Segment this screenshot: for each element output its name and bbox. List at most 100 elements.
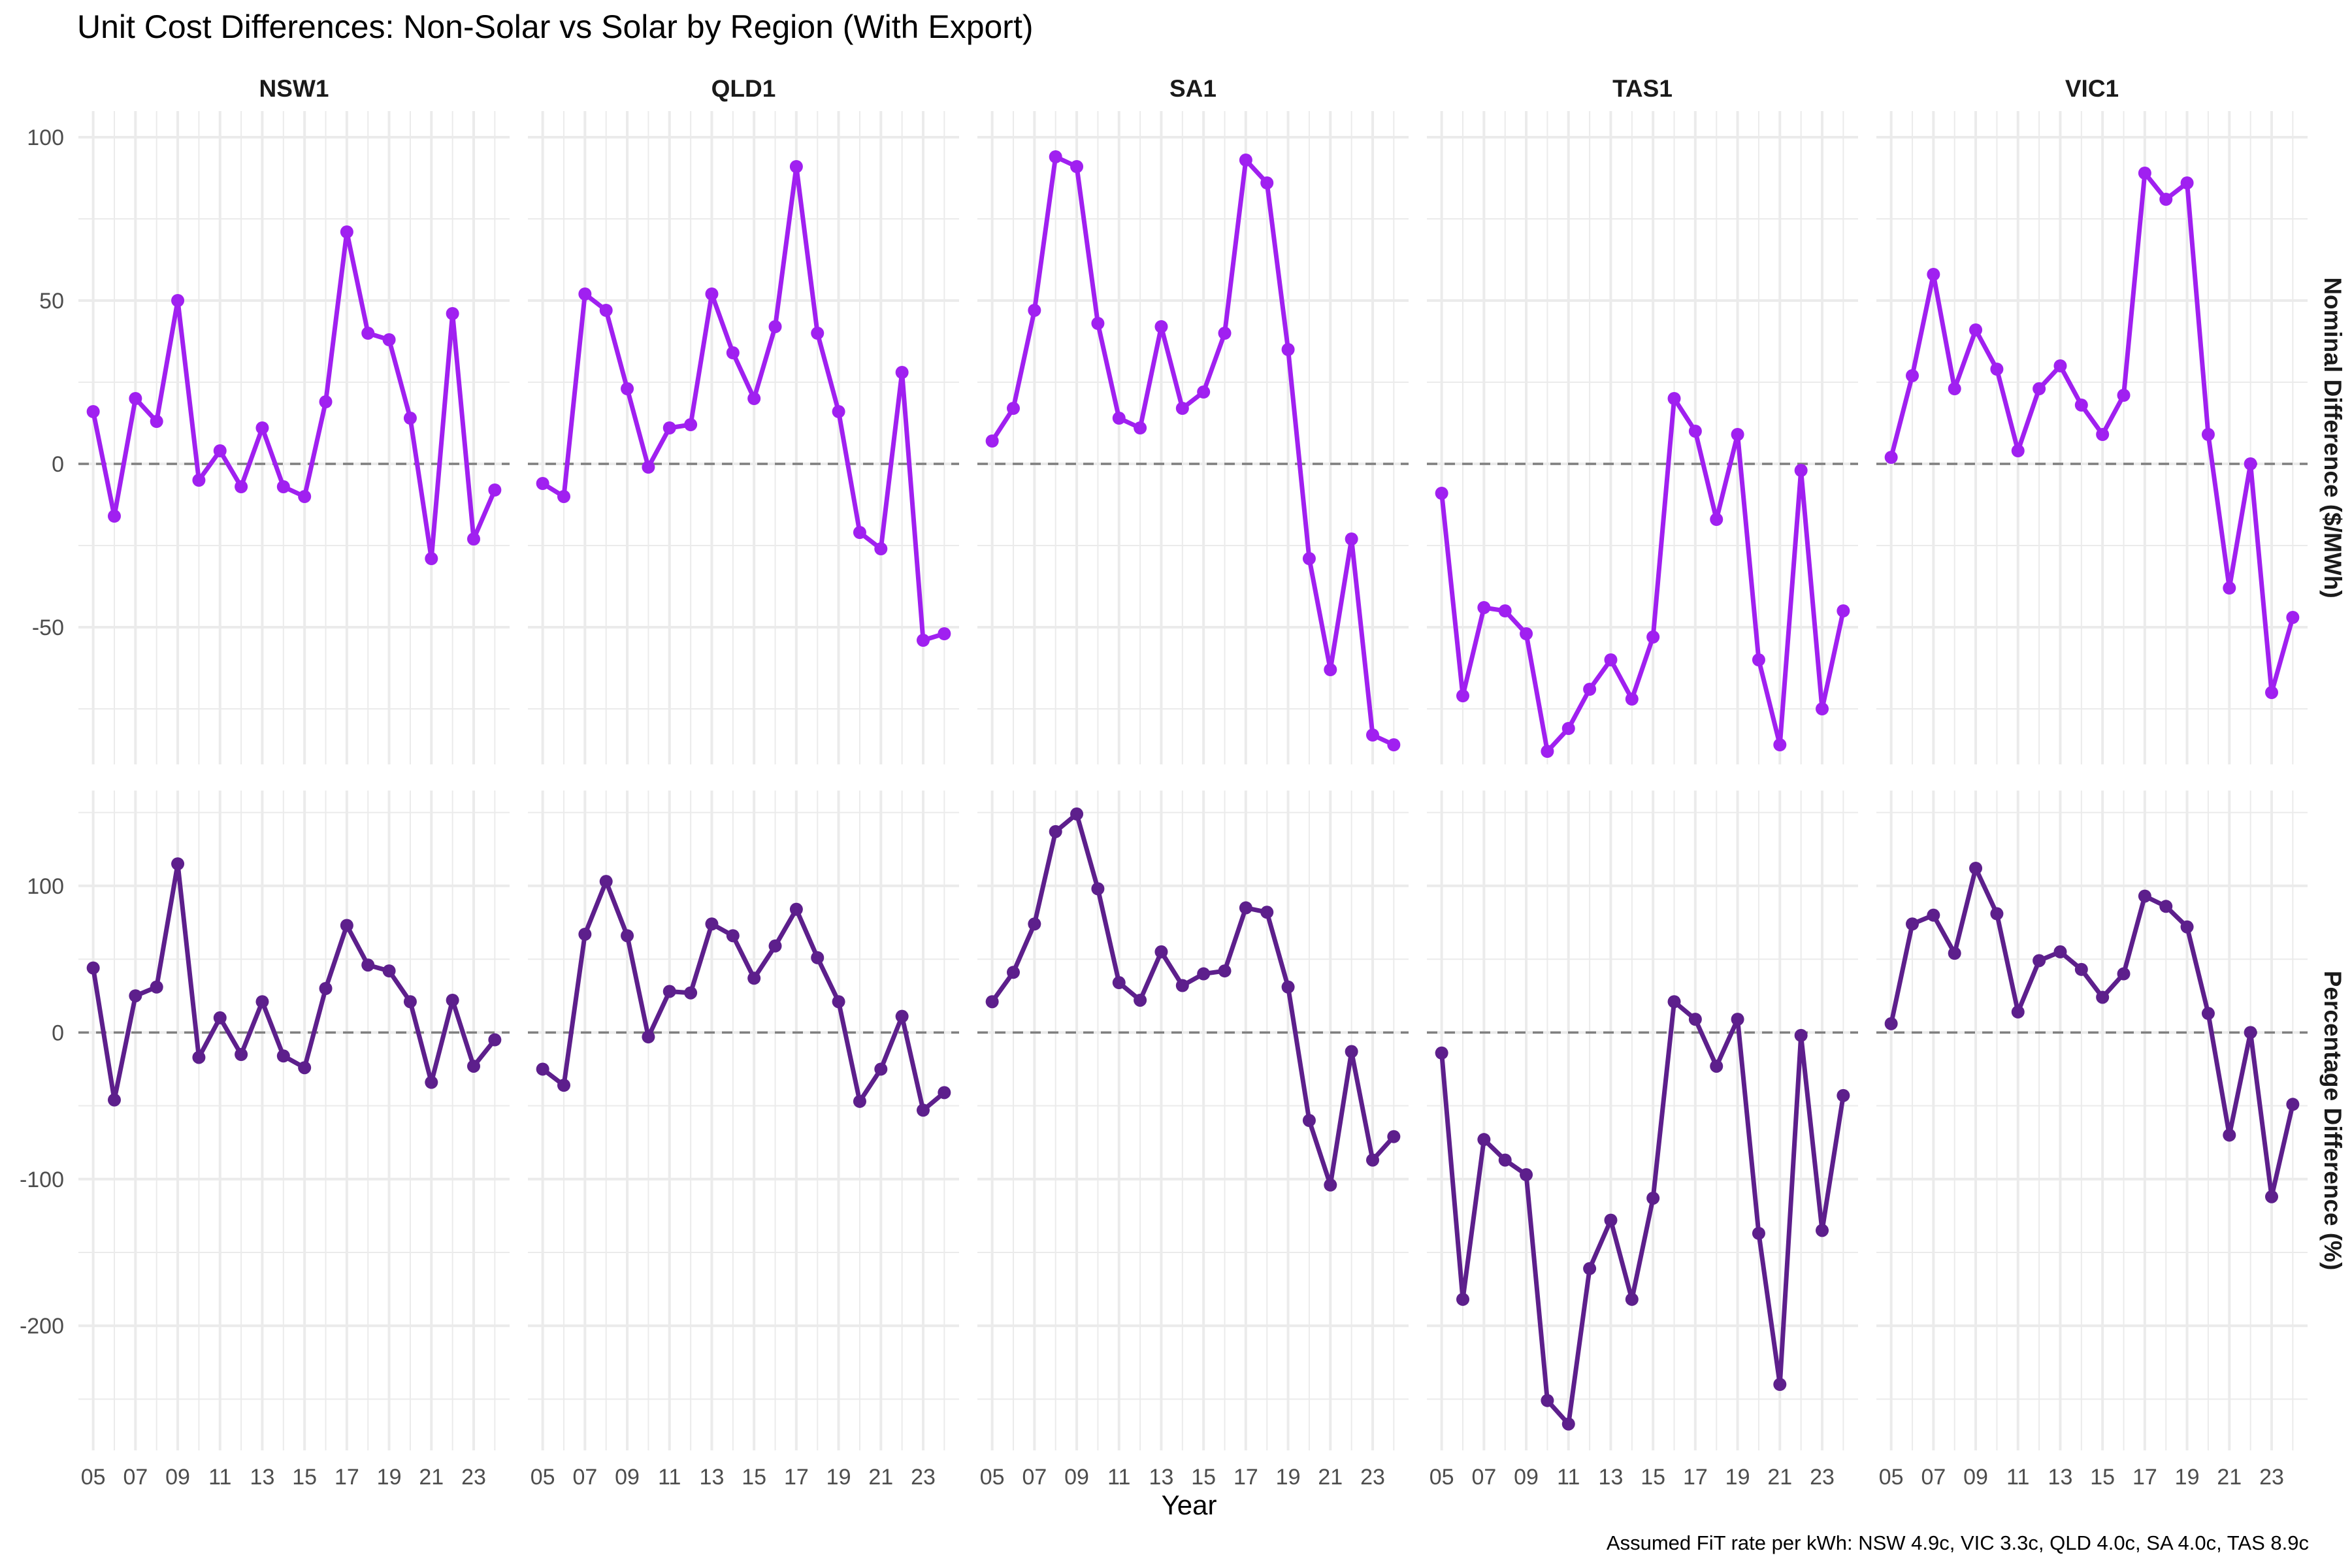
series-line-qld1-row2 [541, 879, 946, 1113]
data-point [1175, 402, 1189, 415]
data-point [621, 929, 634, 943]
x-tick-label: 17 [1683, 1465, 1708, 1490]
data-point [1969, 861, 1983, 875]
data-point [276, 480, 290, 493]
data-point [985, 995, 999, 1009]
x-tick-label: 09 [615, 1465, 640, 1490]
x-tick-label: 15 [742, 1465, 766, 1490]
x-tick-label: 19 [826, 1465, 851, 1490]
y-tick-label: 50 [39, 289, 64, 314]
data-point [1906, 917, 1919, 931]
series-line-sa1-row2 [990, 811, 1396, 1188]
data-point [1688, 425, 1702, 438]
data-point [1007, 966, 1020, 979]
data-point [642, 461, 655, 474]
data-point [578, 287, 592, 301]
data-point [1281, 980, 1295, 994]
data-point [874, 542, 888, 555]
series-line-nsw1-row2 [91, 861, 497, 1103]
data-point [361, 327, 375, 340]
data-point [235, 1048, 248, 1061]
y-tick-label: 0 [52, 1021, 64, 1045]
data-point [599, 875, 613, 889]
y-tick-label: 0 [52, 452, 64, 477]
data-point [1731, 428, 1744, 441]
data-point [1816, 702, 1829, 715]
data-point [1604, 1213, 1618, 1227]
data-point [1794, 464, 1808, 477]
data-point [1477, 601, 1491, 614]
data-point [1710, 513, 1723, 526]
data-point [1731, 1013, 1744, 1026]
data-point [171, 294, 185, 307]
data-point [642, 1030, 655, 1044]
x-tick-label: 15 [292, 1465, 317, 1490]
facet-row-label: Nominal Difference ($/MWh) [2319, 277, 2346, 598]
series-line-nsw1-row1 [91, 229, 497, 561]
x-tick-label: 21 [1318, 1465, 1343, 1490]
x-tick-label: 17 [2132, 1465, 2157, 1490]
x-tick-label: 11 [2006, 1465, 2029, 1490]
data-point [1302, 1114, 1316, 1127]
data-point [2033, 382, 2046, 395]
data-point [1667, 995, 1681, 1009]
data-point [298, 490, 312, 503]
x-tick-label: 23 [1810, 1465, 1835, 1490]
data-point [1498, 1153, 1512, 1167]
data-point [1667, 392, 1681, 405]
data-point [1625, 693, 1639, 706]
y-tick-label: 100 [27, 874, 64, 899]
x-tick-label: 13 [1149, 1465, 1174, 1490]
data-point [2033, 954, 2046, 968]
x-tick-label: 19 [377, 1465, 402, 1490]
data-point [705, 287, 719, 301]
data-point [536, 477, 549, 490]
data-point [662, 985, 676, 998]
data-point [1541, 1394, 1554, 1407]
data-point [853, 526, 866, 539]
data-point [917, 1103, 930, 1117]
data-point [1990, 907, 2004, 921]
x-tick-label: 13 [1599, 1465, 1624, 1490]
facet-row-label: Percentage Difference (%) [2319, 971, 2346, 1271]
series-line-vic1-row1 [1889, 171, 2295, 695]
data-point [86, 961, 100, 975]
data-point [1752, 1226, 1765, 1240]
x-tick-label: 09 [1514, 1465, 1539, 1490]
data-point [1281, 343, 1295, 356]
data-point [874, 1062, 888, 1076]
data-point [488, 483, 502, 497]
reference-lines [78, 463, 2308, 1034]
data-point [768, 939, 782, 953]
data-point [2223, 581, 2236, 595]
x-tick-label: 11 [658, 1465, 681, 1490]
data-point [1070, 807, 1084, 821]
x-tick-label: 11 [1557, 1465, 1580, 1490]
data-point [1948, 947, 1961, 960]
x-tick-label: 19 [1725, 1465, 1750, 1490]
x-tick-label: 17 [784, 1465, 809, 1490]
data-point [255, 421, 269, 434]
data-point [1773, 1378, 1787, 1391]
data-point [1816, 1224, 1829, 1237]
data-point [578, 927, 592, 941]
data-point [1049, 150, 1062, 163]
data-point [1456, 689, 1469, 702]
data-point [467, 532, 480, 546]
data-point [1112, 412, 1126, 425]
data-point [2138, 889, 2151, 903]
data-point [1541, 745, 1554, 758]
data-point [213, 444, 227, 457]
data-point [1969, 323, 1983, 336]
x-tick-label: 23 [1360, 1465, 1385, 1490]
data-point [235, 480, 248, 493]
data-point [2096, 990, 2110, 1004]
data-point [832, 405, 845, 418]
data-point [1561, 722, 1575, 735]
data-point [2159, 193, 2173, 206]
data-point [1583, 1262, 1597, 1275]
data-point [1260, 906, 1274, 919]
data-point [298, 1061, 312, 1075]
data-point [86, 405, 100, 418]
